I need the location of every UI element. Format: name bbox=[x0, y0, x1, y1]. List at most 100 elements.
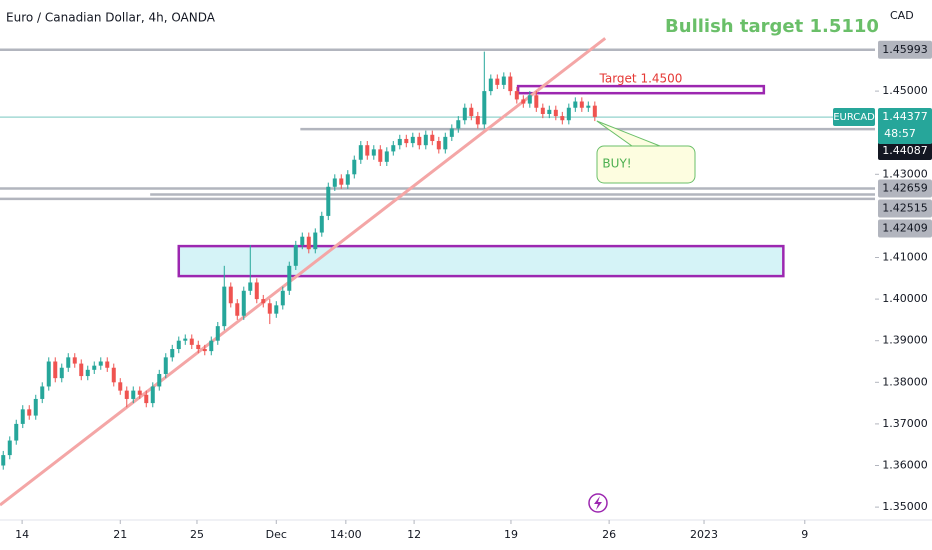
price-badge bbox=[878, 199, 932, 218]
symbol-badge bbox=[833, 108, 875, 127]
x-tick-label: 2023 bbox=[690, 528, 718, 541]
candle-body bbox=[319, 215, 324, 233]
price-badge bbox=[878, 219, 932, 238]
candle-body bbox=[150, 386, 155, 404]
candle-body bbox=[436, 141, 441, 150]
callout-box bbox=[596, 145, 696, 184]
x-tick-label: 26 bbox=[602, 528, 616, 541]
candle-body bbox=[293, 245, 298, 266]
x-tick-label: 21 bbox=[113, 528, 127, 541]
candle-body bbox=[365, 145, 370, 156]
x-tick-label: Dec bbox=[266, 528, 287, 541]
price-badge bbox=[878, 40, 932, 59]
candle-body bbox=[20, 409, 25, 424]
candle-body bbox=[501, 76, 506, 85]
candle-body bbox=[469, 107, 474, 117]
candle-body bbox=[254, 282, 259, 300]
y-tick-label: 1.41000 bbox=[882, 251, 928, 264]
candle-body bbox=[241, 290, 246, 316]
x-tick-label: 14:00 bbox=[330, 528, 362, 541]
price-badge bbox=[878, 142, 932, 161]
price-badge-label: 1.42515 bbox=[882, 201, 928, 214]
candle-body bbox=[235, 303, 240, 316]
candle-body bbox=[586, 105, 591, 108]
price-badge-label: 1.42659 bbox=[882, 181, 928, 194]
candle-body bbox=[98, 361, 103, 366]
symbol-badge-label: EURCAD bbox=[833, 112, 875, 123]
candle-body bbox=[72, 357, 77, 364]
candle-body bbox=[59, 367, 64, 379]
candle-body bbox=[527, 95, 532, 104]
candle-body bbox=[566, 107, 571, 121]
candle-body bbox=[475, 116, 480, 125]
candle-body bbox=[287, 265, 292, 291]
candle-body bbox=[118, 382, 123, 391]
candle-body bbox=[514, 91, 519, 100]
candle-body bbox=[547, 109, 552, 114]
candle-body bbox=[1, 455, 6, 466]
candle-body bbox=[111, 367, 116, 383]
candle-body bbox=[267, 303, 272, 314]
candle-body bbox=[456, 120, 461, 129]
candle-body bbox=[313, 232, 318, 250]
candle-body bbox=[209, 340, 214, 352]
zone bbox=[177, 244, 785, 278]
candle-body bbox=[66, 357, 71, 368]
candle-body bbox=[7, 440, 12, 456]
candle-body bbox=[358, 145, 363, 160]
candle-body bbox=[202, 349, 207, 352]
price-badge-label: 1.44087 bbox=[882, 144, 928, 157]
candle-body bbox=[144, 394, 149, 404]
x-tick-label: 25 bbox=[190, 528, 204, 541]
candle-body bbox=[534, 95, 539, 108]
candle-body bbox=[85, 369, 90, 377]
last-price-label: 1.44377 bbox=[882, 110, 928, 123]
candle-body bbox=[443, 136, 448, 150]
candle-body bbox=[488, 78, 493, 92]
candle-body bbox=[183, 338, 188, 341]
currency-label: CAD bbox=[890, 9, 914, 22]
y-tick-label: 1.43000 bbox=[882, 167, 928, 180]
last-price-badge bbox=[878, 108, 932, 145]
candle-body bbox=[332, 178, 337, 187]
candle-body bbox=[345, 174, 350, 185]
candle-body bbox=[449, 128, 454, 137]
candle-body bbox=[306, 236, 311, 250]
candle-body bbox=[274, 305, 279, 314]
candle-body bbox=[391, 145, 396, 152]
candle-body bbox=[189, 338, 194, 345]
candle-body bbox=[482, 91, 487, 125]
candle-body bbox=[423, 134, 428, 146]
candle-body bbox=[163, 357, 168, 374]
candle-body bbox=[326, 186, 331, 216]
candle-body bbox=[27, 409, 32, 416]
countdown-label: 48:57 bbox=[884, 127, 916, 140]
y-tick-label: 1.35000 bbox=[882, 500, 928, 513]
candle-body bbox=[46, 361, 51, 387]
candle-body bbox=[222, 286, 227, 327]
price-badge-label: 1.42409 bbox=[882, 221, 928, 234]
candle-body bbox=[384, 151, 389, 162]
candle-body bbox=[300, 236, 305, 246]
candle-body bbox=[280, 290, 285, 306]
zone-label: Target 1.4500 bbox=[599, 72, 683, 86]
candle-body bbox=[170, 349, 175, 358]
zone bbox=[516, 84, 766, 95]
y-tick-label: 1.40000 bbox=[882, 292, 928, 305]
candle-body bbox=[33, 398, 38, 416]
candle-body bbox=[378, 149, 383, 162]
x-tick-label: 9 bbox=[801, 528, 808, 541]
y-tick-label: 1.45000 bbox=[882, 84, 928, 97]
candle-body bbox=[228, 286, 233, 304]
candle-body bbox=[79, 363, 84, 377]
candle-body bbox=[248, 282, 253, 291]
candle-body bbox=[196, 344, 201, 350]
y-tick-label: 1.38000 bbox=[882, 375, 928, 388]
candle-body bbox=[410, 136, 415, 144]
candle-body bbox=[124, 390, 129, 399]
candle-body bbox=[371, 149, 376, 156]
candle-body bbox=[157, 373, 162, 387]
event-bolt bbox=[594, 496, 602, 510]
candle-body bbox=[339, 178, 344, 185]
